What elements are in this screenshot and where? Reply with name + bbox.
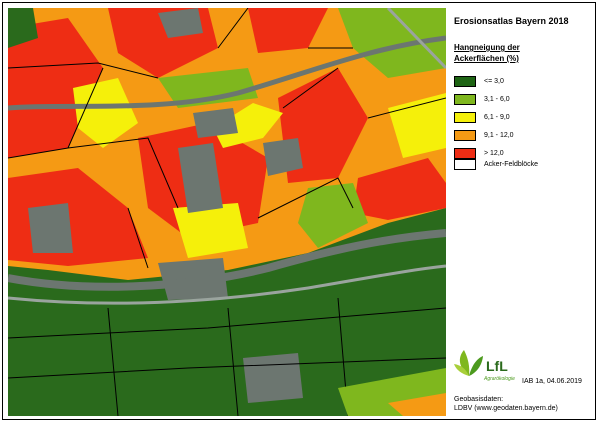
- legend-item: > 12,0: [454, 147, 504, 159]
- source-title: Geobasisdaten:: [454, 396, 504, 403]
- legend-item: 6,1 - 9,0: [454, 111, 510, 123]
- logo-subtitle: Agrarökologie: [484, 376, 515, 382]
- source: LDBV (www.geodaten.bayern.de): [454, 405, 558, 412]
- reference: IAB 1a, 04.06.2019: [522, 378, 582, 385]
- legend-label: 3,1 - 6,0: [484, 95, 510, 103]
- legend-item: 3,1 - 6,0: [454, 93, 510, 105]
- legend-label: <= 3,0: [484, 77, 504, 85]
- legend-label: 9,1 - 12,0: [484, 131, 514, 139]
- legend-swatch: [454, 93, 476, 105]
- logo-name: LfL: [486, 358, 508, 374]
- legend-panel: Erosionsatlas Bayern 2018 Hangneigung de…: [446, 8, 592, 416]
- legend-label: Acker-Feldblöcke: [484, 160, 539, 168]
- legend-item: <= 3,0: [454, 75, 504, 87]
- legend-item: Acker-Feldblöcke: [454, 158, 538, 170]
- legend-swatch: [454, 129, 476, 141]
- legend-title: Hangneigung der: [454, 43, 520, 52]
- legend-swatch: [454, 75, 476, 87]
- legend-swatch: [454, 147, 476, 159]
- legend-title: Ackerflächen (%): [454, 54, 519, 63]
- legend-label: > 12,0: [484, 149, 504, 157]
- legend-swatch: [454, 158, 476, 170]
- legend-label: 6,1 - 9,0: [484, 113, 510, 121]
- legend-item: 9,1 - 12,0: [454, 129, 514, 141]
- legend-swatch: [454, 111, 476, 123]
- map-title: Erosionsatlas Bayern 2018: [454, 16, 569, 26]
- map: [8, 8, 446, 416]
- frame: [2, 2, 596, 420]
- logo-icon: [454, 350, 483, 376]
